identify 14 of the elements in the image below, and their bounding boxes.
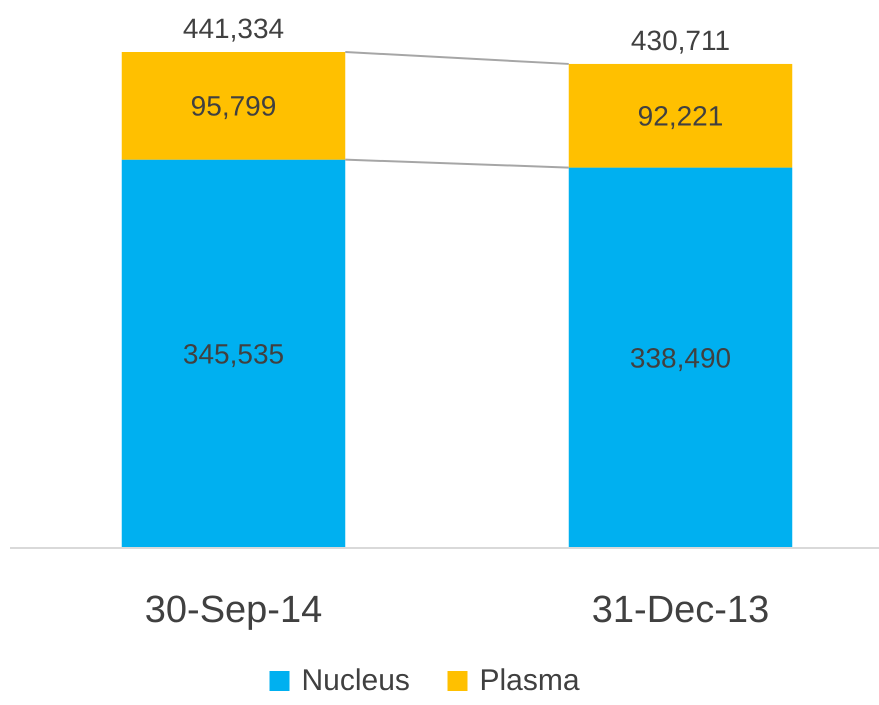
- legend-label: Nucleus: [302, 664, 410, 697]
- legend-label: Plasma: [480, 664, 580, 697]
- total-label: 430,711: [630, 24, 730, 56]
- bar: [568, 64, 792, 168]
- bar: [568, 168, 792, 548]
- x-tick-label: 31-Dec-13: [592, 589, 770, 631]
- data-label: 345,535: [182, 338, 284, 370]
- data-label: 338,490: [630, 342, 732, 374]
- total-label: 441,334: [182, 13, 284, 44]
- x-tick-label: 30-Sep-14: [144, 589, 322, 631]
- bar: [122, 160, 346, 548]
- bar: [122, 52, 346, 160]
- data-label: 92,221: [638, 100, 724, 132]
- data-label: 95,799: [190, 90, 276, 122]
